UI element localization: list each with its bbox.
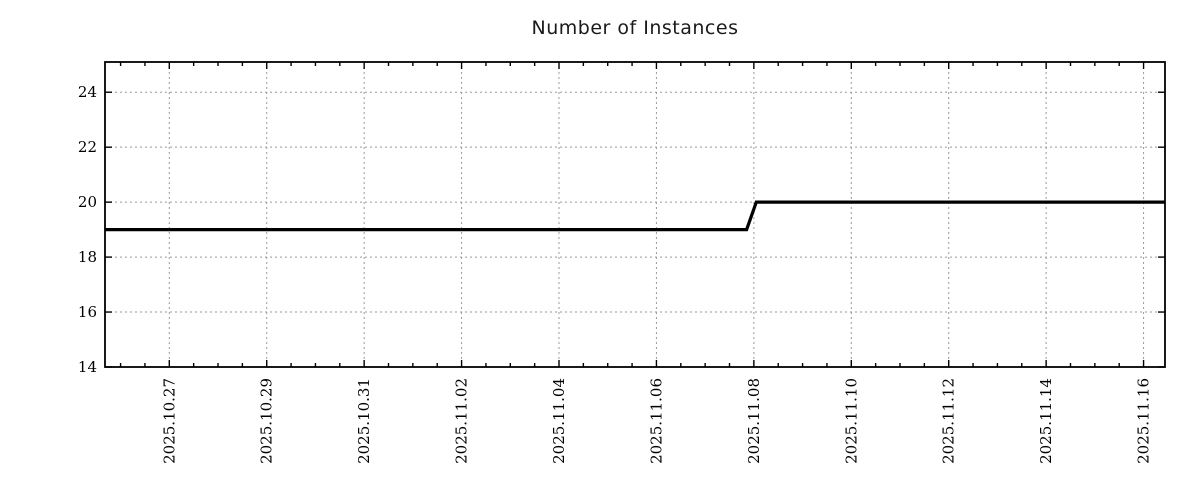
y-tick-label: 20 <box>78 193 97 211</box>
chart-title: Number of Instances <box>531 17 739 39</box>
x-tick-label: 2025.10.31 <box>355 378 373 464</box>
x-tick-label: 2025.11.04 <box>550 378 568 464</box>
y-tick-label: 14 <box>78 358 97 376</box>
series-line-instances <box>105 200 1165 232</box>
x-tick-label: 2025.11.14 <box>1037 378 1055 464</box>
x-tick-label: 2025.10.29 <box>258 378 276 464</box>
x-tick-label: 2025.11.10 <box>842 378 860 464</box>
y-tick-label: 22 <box>78 138 97 156</box>
y-tick-label: 24 <box>78 83 97 101</box>
x-tick-label: 2025.11.02 <box>453 378 471 464</box>
x-tick-label: 2025.10.27 <box>160 378 178 464</box>
x-tick-label: 2025.11.08 <box>745 378 763 464</box>
plot-border <box>104 61 1166 368</box>
x-tick-label: 2025.11.16 <box>1135 378 1153 464</box>
y-tick-label: 18 <box>78 248 97 266</box>
x-tick-label: 2025.11.06 <box>647 378 665 464</box>
x-tick-label: 2025.11.12 <box>940 378 958 464</box>
y-tick-label: 16 <box>78 303 97 321</box>
